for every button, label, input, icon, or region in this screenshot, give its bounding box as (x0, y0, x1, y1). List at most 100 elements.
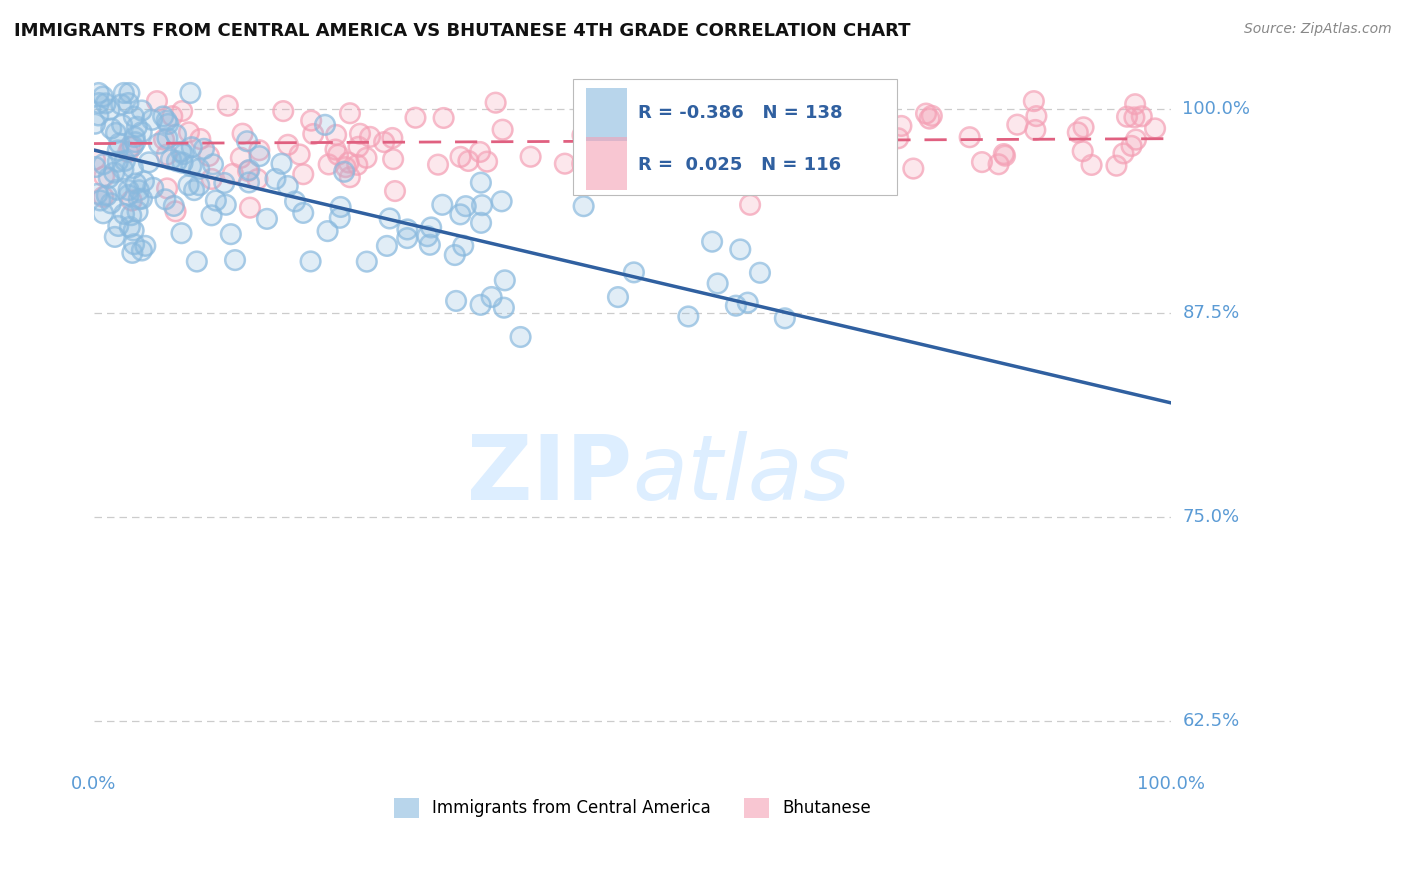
Point (451, 238, 474, 252)
Point (96, 188, 118, 202)
Point (339, 170, 361, 185)
Point (449, 207, 471, 221)
Point (571, 156, 593, 170)
Point (264, 172, 287, 186)
Point (612, 113, 634, 128)
Point (132, 174, 155, 188)
Point (404, 111, 426, 125)
Point (117, 96, 139, 111)
Point (432, 198, 454, 212)
Point (277, 137, 299, 152)
Point (172, 103, 194, 118)
Point (87, 86, 110, 100)
Point (142, 181, 165, 195)
Point (163, 199, 186, 213)
Point (205, 194, 228, 208)
Point (232, 127, 254, 141)
Point (299, 113, 322, 128)
Point (239, 201, 262, 215)
Point (247, 143, 270, 157)
Point (188, 132, 211, 146)
Point (339, 170, 361, 185)
Point (117, 145, 139, 159)
Point (122, 237, 145, 252)
Point (373, 135, 395, 149)
Point (730, 243, 752, 257)
Point (970, 155, 993, 169)
Point (148, 136, 170, 151)
Point (91, 190, 114, 204)
Point (180, 159, 202, 173)
Point (834, 131, 856, 145)
Point (404, 111, 426, 125)
Point (470, 176, 492, 190)
Point (470, 298, 492, 312)
Point (491, 122, 513, 136)
Point (993, 147, 1015, 161)
Point (236, 164, 259, 178)
Point (396, 222, 419, 236)
Text: Source: ZipAtlas.com: Source: ZipAtlas.com (1244, 22, 1392, 37)
Point (773, 123, 796, 137)
Point (112, 207, 135, 221)
Point (1123, 111, 1146, 125)
Point (93, 169, 115, 184)
Point (427, 158, 450, 172)
Point (454, 199, 477, 213)
Text: 75.0%: 75.0% (1182, 508, 1240, 526)
Point (994, 149, 1017, 163)
Point (117, 183, 139, 197)
Point (173, 147, 195, 161)
Point (125, 177, 148, 191)
Point (337, 155, 360, 169)
Point (349, 127, 371, 141)
Point (339, 106, 361, 120)
Text: 100.0%: 100.0% (1182, 100, 1250, 119)
Point (356, 254, 378, 268)
Point (823, 141, 845, 155)
Point (292, 167, 315, 181)
Point (734, 159, 756, 173)
Point (346, 158, 368, 172)
Point (783, 149, 806, 163)
Point (471, 198, 494, 212)
Point (468, 145, 491, 159)
Point (193, 142, 215, 156)
Point (165, 128, 187, 142)
Point (239, 201, 262, 215)
Point (229, 151, 252, 165)
Point (131, 244, 153, 258)
Point (620, 123, 643, 137)
Point (1071, 145, 1094, 159)
Point (673, 161, 696, 176)
Point (381, 131, 404, 145)
Point (384, 184, 406, 198)
Point (238, 176, 260, 190)
Point (832, 106, 855, 120)
Point (97, 170, 120, 185)
Point (89, 194, 111, 208)
Point (420, 220, 443, 235)
Point (91, 89, 114, 103)
Point (292, 206, 315, 220)
Point (91, 206, 114, 220)
Point (94, 96, 117, 111)
Point (84, 160, 107, 174)
Point (761, 170, 783, 185)
Point (112, 86, 135, 100)
Point (110, 97, 132, 112)
Point (384, 184, 406, 198)
Point (470, 216, 492, 230)
Point (623, 265, 645, 279)
Point (1121, 139, 1143, 153)
Point (329, 200, 352, 214)
Point (903, 161, 925, 176)
Point (734, 159, 756, 173)
Point (105, 183, 128, 197)
Point (419, 237, 441, 252)
Point (1123, 97, 1146, 112)
Point (93, 169, 115, 184)
Point (485, 95, 508, 110)
Point (107, 219, 129, 233)
Bar (586, 88, 627, 141)
